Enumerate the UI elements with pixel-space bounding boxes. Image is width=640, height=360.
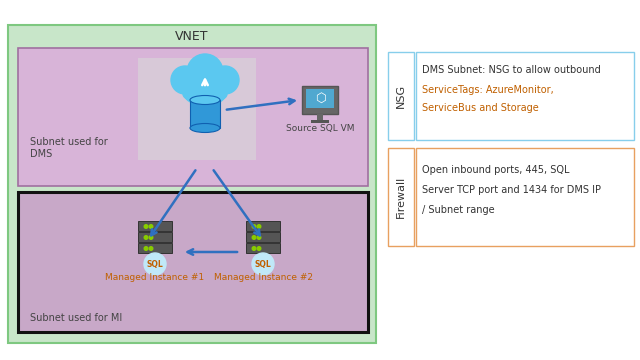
Circle shape: [252, 236, 256, 239]
FancyBboxPatch shape: [18, 48, 368, 186]
Circle shape: [204, 81, 226, 103]
Text: Source SQL VM: Source SQL VM: [285, 123, 355, 132]
Text: ServiceBus and Storage: ServiceBus and Storage: [422, 103, 539, 113]
Text: Managed Instance #2: Managed Instance #2: [214, 274, 312, 283]
Text: ServiceTags: AzureMonitor,: ServiceTags: AzureMonitor,: [422, 85, 554, 95]
FancyBboxPatch shape: [18, 192, 368, 332]
Circle shape: [144, 225, 148, 228]
FancyBboxPatch shape: [138, 221, 172, 231]
Circle shape: [149, 236, 153, 239]
FancyBboxPatch shape: [190, 100, 220, 128]
Ellipse shape: [190, 95, 220, 104]
Text: Server TCP port and 1434 for DMS IP: Server TCP port and 1434 for DMS IP: [422, 185, 601, 195]
Circle shape: [144, 236, 148, 239]
Text: NSG: NSG: [396, 84, 406, 108]
Circle shape: [187, 54, 223, 90]
FancyBboxPatch shape: [306, 89, 334, 108]
FancyBboxPatch shape: [246, 232, 280, 242]
Circle shape: [252, 253, 274, 275]
FancyBboxPatch shape: [8, 25, 376, 343]
Circle shape: [144, 247, 148, 250]
FancyBboxPatch shape: [416, 52, 634, 140]
Text: ⬡: ⬡: [315, 91, 325, 104]
FancyBboxPatch shape: [138, 232, 172, 242]
FancyBboxPatch shape: [302, 86, 338, 114]
Text: Managed Instance #1: Managed Instance #1: [106, 274, 205, 283]
Circle shape: [144, 253, 166, 275]
Text: Subnet used for
DMS: Subnet used for DMS: [30, 137, 108, 159]
Text: DMS Subnet: NSG to allow outbound: DMS Subnet: NSG to allow outbound: [422, 65, 601, 75]
Ellipse shape: [190, 123, 220, 132]
FancyBboxPatch shape: [416, 148, 634, 246]
Ellipse shape: [183, 85, 227, 103]
Circle shape: [257, 225, 261, 228]
Text: Subnet used for MI: Subnet used for MI: [30, 313, 122, 323]
Circle shape: [149, 225, 153, 228]
FancyBboxPatch shape: [388, 52, 414, 140]
Circle shape: [171, 66, 199, 94]
FancyBboxPatch shape: [388, 148, 414, 246]
FancyBboxPatch shape: [138, 58, 256, 160]
Text: / Subnet range: / Subnet range: [422, 205, 495, 215]
Text: SQL: SQL: [255, 260, 271, 269]
FancyBboxPatch shape: [311, 120, 329, 123]
FancyBboxPatch shape: [138, 243, 172, 253]
FancyBboxPatch shape: [246, 221, 280, 231]
Circle shape: [149, 247, 153, 250]
Circle shape: [184, 81, 206, 103]
Circle shape: [257, 236, 261, 239]
Circle shape: [252, 225, 256, 228]
Text: VNET: VNET: [175, 30, 209, 42]
Circle shape: [252, 247, 256, 250]
Text: SQL: SQL: [147, 260, 163, 269]
Text: Open inbound ports, 445, SQL: Open inbound ports, 445, SQL: [422, 165, 570, 175]
Circle shape: [257, 247, 261, 250]
Text: Firewall: Firewall: [396, 176, 406, 218]
FancyBboxPatch shape: [246, 243, 280, 253]
Circle shape: [211, 66, 239, 94]
FancyBboxPatch shape: [317, 114, 323, 120]
